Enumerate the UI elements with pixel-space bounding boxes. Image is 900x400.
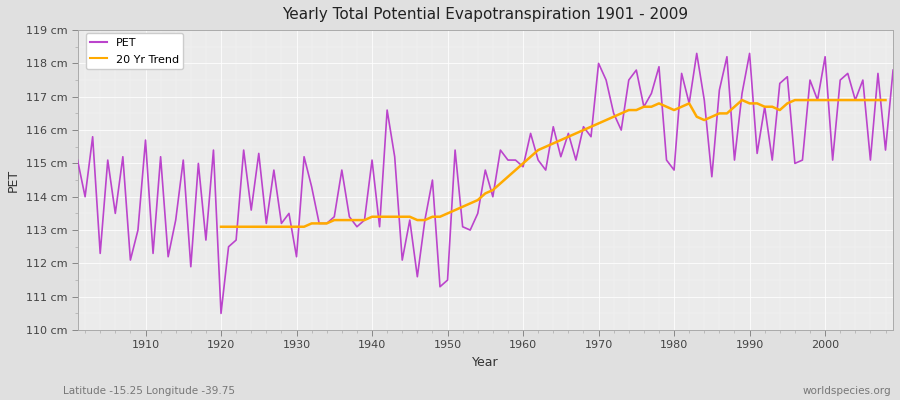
Text: worldspecies.org: worldspecies.org xyxy=(803,386,891,396)
Legend: PET, 20 Yr Trend: PET, 20 Yr Trend xyxy=(86,33,184,69)
Y-axis label: PET: PET xyxy=(7,168,20,192)
Text: Latitude -15.25 Longitude -39.75: Latitude -15.25 Longitude -39.75 xyxy=(63,386,235,396)
X-axis label: Year: Year xyxy=(472,356,499,369)
Title: Yearly Total Potential Evapotranspiration 1901 - 2009: Yearly Total Potential Evapotranspiratio… xyxy=(283,7,688,22)
